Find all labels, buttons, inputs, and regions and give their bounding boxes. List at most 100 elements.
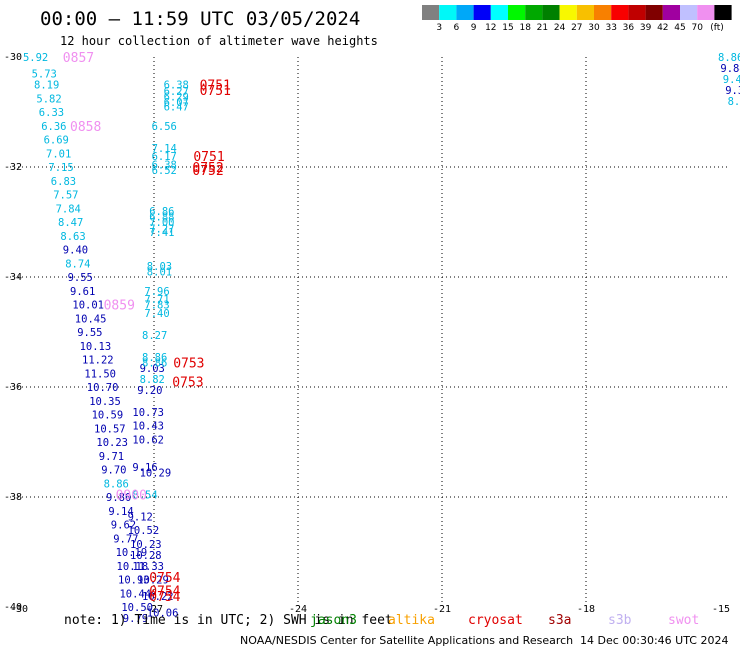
wave-height-value: 10.73 (132, 407, 164, 419)
wave-height-value: 8.80 (728, 96, 740, 108)
pass-time-label: 0754 (149, 590, 180, 605)
wave-height-value: 7.71 (144, 294, 169, 306)
wave-height-value: 9.61 (70, 286, 95, 298)
wave-height-value: 10.29 (140, 467, 172, 479)
colorbar-swatch (508, 5, 526, 20)
wave-height-value: 10.57 (94, 423, 126, 435)
wave-height-value: 8.74 (65, 258, 90, 270)
satellite-legend: jason3 altika cryosat s3a s3b swot (310, 613, 699, 628)
colorbar-swatch (473, 5, 491, 20)
colorbar-label: 33 (605, 23, 616, 33)
wave-height-value: 7.15 (48, 162, 73, 174)
timestamp-text: 14 Dec 00:30:46 UTC 2024 (580, 634, 728, 647)
colorbar-label: 3 (436, 23, 442, 33)
colorbar-label: 9 (471, 23, 477, 33)
colorbar-label: 36 (623, 23, 635, 33)
wave-height-value: 9.16 (132, 462, 157, 474)
wave-height-value: 10.45 (75, 313, 107, 325)
satellite-label-s3a: s3a (548, 613, 571, 628)
chart-axes: -30 -27 -24 -21 -18 -15 -30 -32 -34 -36 -38 -40 (4, 52, 730, 615)
wave-height-value: 8.86 (104, 478, 129, 490)
wave-height-value: 6.83 (51, 176, 76, 188)
colorbar-swatch (662, 5, 680, 20)
wave-height-value: 8.27 (142, 330, 167, 342)
credit-text: NOAA/NESDIS Center for Satellite Applica… (240, 634, 573, 647)
wave-height-value: 6.36 (41, 121, 66, 133)
wave-height-value: 7.41 (149, 227, 174, 239)
colorbar-swatch (697, 5, 715, 20)
y-tick-label: -34 (4, 272, 22, 283)
footer-note: note: 1) Time is in UTC; 2) SWH is in fe… (64, 613, 393, 628)
wave-height-value: 5.73 (32, 69, 57, 81)
wave-height-value: 6.52 (152, 165, 177, 177)
colorbar-label: 6 (454, 23, 460, 33)
wave-height-value: 10.19 (116, 547, 148, 559)
x-tick-label: -27 (145, 604, 163, 615)
y-tick-label: -30 (4, 52, 22, 63)
wave-height-value: 7.00 (149, 217, 174, 229)
pass-time-label: 0857 (63, 51, 94, 66)
wave-height-value: 7.84 (56, 203, 81, 215)
pass-time-label: 0752 (192, 164, 223, 179)
wave-height-value: 7.14 (152, 143, 177, 155)
wave-height-value: 10.43 (132, 421, 164, 433)
wave-height-value: 5.82 (36, 93, 61, 105)
wave-height-value: 10.28 (130, 550, 162, 562)
wave-height-value: 10.52 (128, 525, 160, 537)
wave-height-value: 6.29 (164, 92, 189, 104)
y-tick-label: -38 (4, 492, 22, 503)
pass-time-label: 0753 (173, 356, 204, 371)
colorbar-label: 70 (691, 23, 703, 33)
wave-height-value: 6.07 (164, 97, 189, 109)
wave-height-value: 10.44 (119, 588, 151, 600)
wave-height-value: 8.47 (58, 217, 83, 229)
colorbar-label: 45 (674, 23, 685, 33)
colorbar-label: 30 (588, 23, 600, 33)
wave-height-value: 8.03 (147, 261, 172, 273)
wave-height-value: 10.59 (92, 410, 124, 422)
wave-height-value: 8.86 (142, 352, 167, 364)
colorbar-swatch (439, 5, 457, 20)
x-tick-label: -18 (577, 604, 595, 615)
wave-height-value: 9.20 (137, 385, 162, 397)
chart-subtitle: 12 hour collection of altimeter wave hei… (60, 34, 378, 48)
wave-height-value: 10.06 (147, 608, 179, 620)
wave-height-value: 10.23 (96, 437, 128, 449)
wave-height-value: 9.71 (99, 451, 124, 463)
colorbar-label: 42 (657, 23, 668, 33)
wave-height-value: 11.50 (84, 368, 116, 380)
wave-height-value: 6.86 (149, 206, 174, 218)
pass-time-label: 0751 (200, 79, 231, 94)
wave-height-value: 6.47 (164, 102, 189, 114)
wave-height-value: 10.18 (117, 561, 149, 573)
colorbar-legend: 3 6 9 12 15 18 21 24 27 30 33 36 39 42 45 70 (ft) (422, 5, 732, 33)
wave-height-value: 10.13 (80, 341, 112, 353)
wave-height-value: 6.88 (149, 212, 174, 224)
colorbar-swatch (490, 5, 508, 20)
colorbar-label: 27 (571, 23, 582, 33)
wave-height-value: 11.22 (82, 355, 114, 367)
chart-grid (10, 57, 730, 607)
wave-height-value: 10.93 (118, 575, 150, 587)
wave-height-value: 6.38 (164, 80, 189, 92)
wave-height-value: 7.83 (144, 300, 169, 312)
wave-height-value: 6.33 (39, 107, 64, 119)
pass-time-label: 0752 (192, 161, 223, 176)
wave-height-value: 6.56 (152, 121, 177, 133)
colorbar-swatch (525, 5, 543, 20)
colorbar-label: 18 (519, 23, 531, 33)
x-tick-label: -21 (433, 604, 451, 615)
wave-height-value: 9.12 (128, 511, 153, 523)
wave-height-value: 9.77 (113, 533, 138, 545)
pass-time-label: 0858 (70, 120, 101, 135)
wave-height-value: 9.40 (63, 245, 88, 257)
time-labels: 0857085808590900075107510751075207520753… (63, 51, 231, 605)
wave-height-value: 7.01 (46, 148, 71, 160)
y-tick-label: -40 (4, 602, 22, 613)
wave-height-value: 5.92 (23, 52, 48, 64)
x-tick-label: -24 (289, 604, 307, 615)
y-tick-label: -32 (4, 162, 22, 173)
x-tick-label: -30 (10, 604, 28, 615)
